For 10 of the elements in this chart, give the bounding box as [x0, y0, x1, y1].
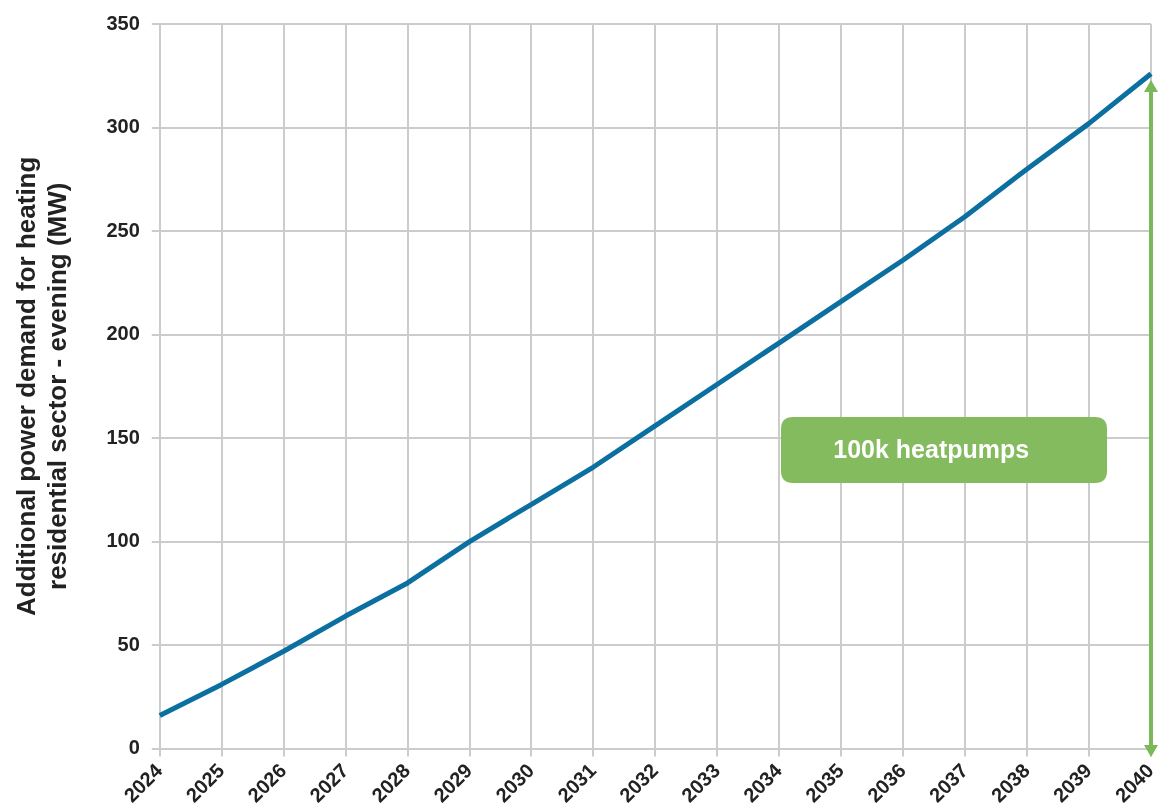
y-tick-label: 0 [128, 736, 140, 759]
y-tick-label: 300 [106, 115, 140, 138]
y-tick-label: 150 [106, 425, 140, 448]
y-tick-label: 200 [106, 322, 140, 345]
annotation: 100k heatpumps [833, 434, 1030, 464]
y-tick-label: 350 [106, 11, 140, 34]
y-tick-label: 100 [106, 529, 140, 552]
y-tick-label: 50 [117, 632, 140, 655]
y-tick-label: 250 [106, 218, 140, 241]
y-axis-title: Additional power demand for heating residential sector - evening (MW) [10, 156, 72, 616]
